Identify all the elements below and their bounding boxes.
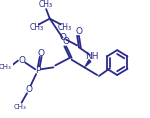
Text: CH₃: CH₃	[30, 23, 44, 32]
Text: O: O	[59, 33, 66, 42]
Text: P: P	[35, 66, 41, 75]
Text: O: O	[37, 48, 44, 58]
Text: CH₃: CH₃	[38, 0, 52, 9]
Text: O: O	[63, 37, 70, 46]
Text: CH₃: CH₃	[0, 64, 12, 70]
Text: NH: NH	[85, 52, 98, 61]
Text: O: O	[18, 56, 25, 65]
Text: O: O	[25, 85, 32, 94]
Polygon shape	[85, 60, 91, 66]
Text: O: O	[75, 27, 83, 36]
Text: CH₃: CH₃	[57, 23, 71, 32]
Text: CH₃: CH₃	[13, 105, 26, 110]
